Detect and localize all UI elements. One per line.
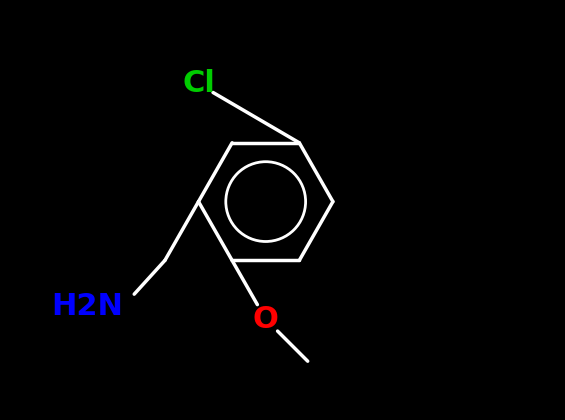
Text: Cl: Cl — [182, 69, 215, 99]
Text: H2N: H2N — [51, 292, 123, 321]
Text: O: O — [253, 304, 279, 334]
